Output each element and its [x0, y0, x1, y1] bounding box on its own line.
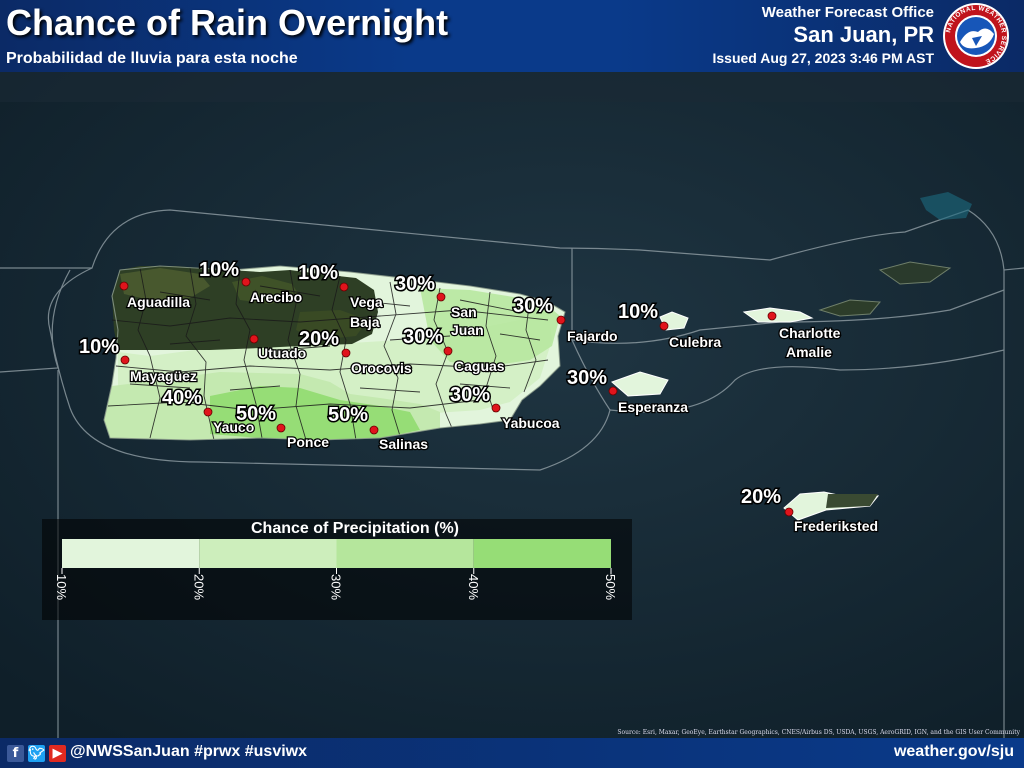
legend-bin-2: [199, 539, 337, 568]
city-yabucoa: Yabucoa: [502, 415, 560, 431]
nws-logo-icon[interactable]: NATIONAL WEATHER SERVICE: [942, 2, 1010, 70]
marker-orocovis: [341, 348, 351, 358]
legend-color-bins: [62, 539, 611, 568]
footer-bar: f 🐦︎ ▶ @NWSSanJuan #prwx #usviwx weather…: [0, 738, 1024, 768]
legend-bin-1: [62, 539, 200, 568]
pct-ponce: 50%: [236, 403, 276, 425]
pct-esperanza: 30%: [567, 367, 607, 389]
legend: Chance of Precipitation (%) 10% 20% 30% 40%…: [42, 519, 632, 620]
marker-yabucoa: [491, 403, 501, 413]
municipio-boundaries: [103, 265, 566, 441]
city-arecibo: Arecibo: [250, 289, 302, 305]
city-caguas: Caguas: [454, 358, 505, 374]
marker-esperanza: [608, 386, 618, 396]
page-title: Chance of Rain Overnight: [6, 2, 449, 43]
marker-caguas: [443, 346, 453, 356]
city-yauco: Yauco: [213, 419, 254, 435]
city-mayaguez: Mayagüez: [130, 368, 197, 384]
issued-time: Issued Aug 27, 2023 3:46 PM AST: [712, 50, 935, 66]
marker-aguadilla: [119, 281, 129, 291]
city-salinas: Salinas: [379, 436, 428, 452]
pct-arecibo: 10%: [199, 259, 239, 281]
city-ponce: Ponce: [287, 434, 329, 450]
city-markers: [119, 277, 794, 517]
pct-frederiksted: 20%: [741, 486, 781, 508]
office-name: Weather Forecast Office: [761, 4, 934, 21]
social-handle[interactable]: @NWSSanJuan #prwx #usviwx: [70, 743, 308, 760]
marker-arecibo: [241, 277, 251, 287]
header-bar: Chance of Rain Overnight Probabilidad de…: [0, 0, 1024, 72]
legend-tick-label: 10%: [54, 574, 69, 600]
puerto-rico-rain-zones: [104, 266, 565, 440]
pct-salinas: 50%: [328, 404, 368, 426]
facebook-icon[interactable]: f: [7, 745, 24, 762]
map-source-credit: Source: Esri, Maxar, GeoEye, Earthstar G…: [617, 729, 1020, 736]
city-aguadilla: Aguadilla: [127, 294, 190, 310]
legend-ticks: 10% 20% 30% 40% 50%: [54, 568, 618, 600]
city-baja: Baja: [350, 314, 380, 330]
marker-utuado: [249, 334, 259, 344]
marker-san-juan: [436, 292, 446, 302]
youtube-icon[interactable]: ▶: [49, 745, 66, 762]
pct-culebra: 10%: [618, 301, 658, 323]
city-esperanza: Esperanza: [618, 399, 688, 415]
pct-orocovis: 20%: [299, 328, 339, 350]
pct-yauco: 40%: [162, 387, 202, 409]
legend-bin-4: [473, 539, 611, 568]
legend-tick-label: 30%: [329, 574, 344, 600]
legend-tick-label: 50%: [603, 574, 618, 600]
marker-yauco: [203, 407, 213, 417]
legend-bin-3: [336, 539, 474, 568]
marker-mayaguez: [120, 355, 130, 365]
pct-caguas: 30%: [403, 326, 443, 348]
marker-fajardo: [556, 315, 566, 325]
city-san: San: [451, 304, 477, 320]
page-subtitle: Probabilidad de lluvia para esta noche: [6, 50, 298, 67]
office-city: San Juan, PR: [793, 22, 934, 47]
legend-tick-label: 20%: [191, 574, 206, 600]
legend-title: Chance of Precipitation (%): [251, 520, 459, 537]
pct-mayaguez: 10%: [79, 336, 119, 358]
city-utuado: Utuado: [258, 345, 306, 361]
pct-fajardo: 30%: [513, 295, 553, 317]
pct-yabucoa: 30%: [450, 384, 490, 406]
pct-vega-baja: 10%: [298, 262, 338, 284]
marker-salinas: [369, 425, 379, 435]
city-amalie: Amalie: [786, 344, 832, 360]
website-link[interactable]: weather.gov/sju: [893, 743, 1014, 760]
city-orocovis: Orocovis: [351, 360, 412, 376]
rain-chance-map: 10% 10% 30% 30% 20% 30% 10% 10% 30% 40% …: [0, 72, 1024, 738]
city-vega: Vega: [350, 294, 383, 310]
city-fajardo: Fajardo: [567, 328, 618, 344]
city-culebra: Culebra: [669, 334, 721, 350]
marker-vega-baja: [339, 282, 349, 292]
percent-labels: 10% 10% 30% 30% 20% 30% 10% 10% 30% 40% …: [78, 258, 783, 510]
legend-tick-label: 40%: [466, 574, 481, 600]
city-labels: Aguadilla Arecibo Vega Baja San Juan Faj…: [126, 288, 880, 536]
marker-charlotte-amalie: [767, 311, 777, 321]
zone-boundaries: [0, 209, 1024, 738]
marker-ponce: [276, 423, 286, 433]
marker-frederiksted: [784, 507, 794, 517]
twitter-icon[interactable]: 🐦︎: [28, 745, 45, 762]
marker-culebra: [659, 321, 669, 331]
city-frederiksted: Frederiksted: [794, 518, 878, 534]
city-juan: Juan: [451, 322, 484, 338]
city-charlotte: Charlotte: [779, 325, 841, 341]
pct-san-juan: 30%: [395, 273, 435, 295]
